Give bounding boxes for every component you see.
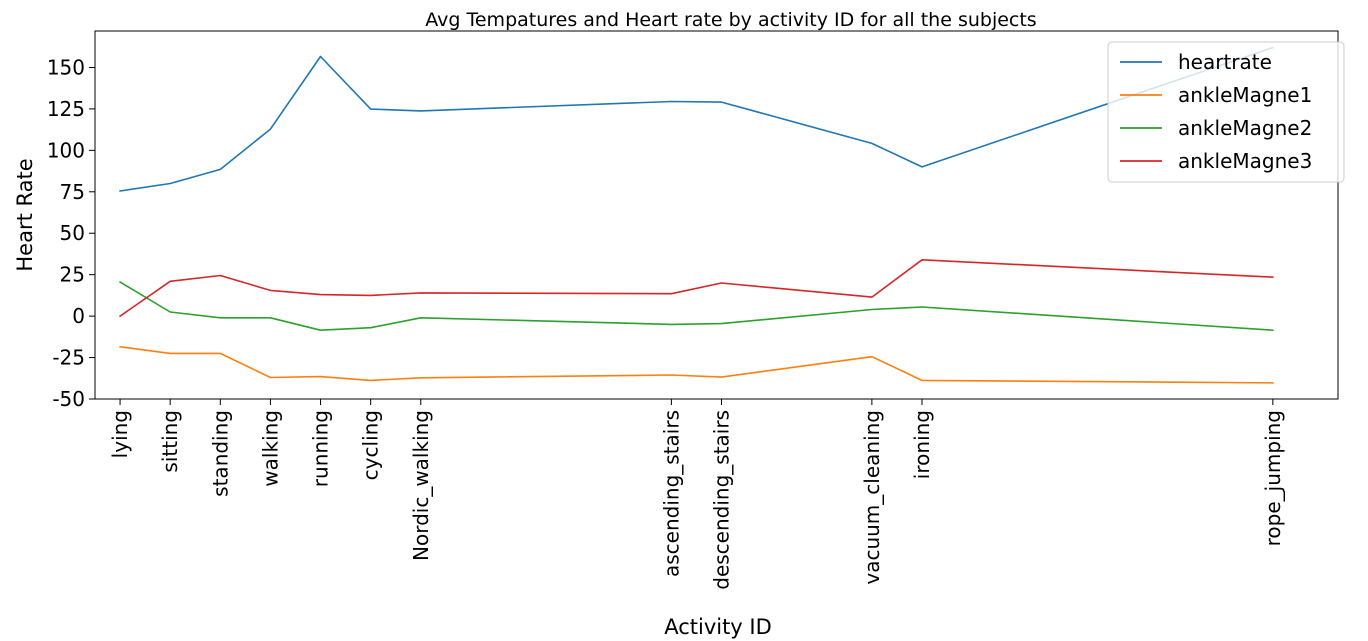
y-axis-title: Heart Rate [13, 158, 37, 271]
x-tick-label: vacuum_cleaning [860, 410, 884, 585]
x-tick-label: ascending_stairs [659, 410, 683, 577]
legend-label-ankleMagne3: ankleMagne3 [1178, 149, 1312, 173]
y-axis: -50 -25 0 25 50 75 100 125 150 [47, 55, 95, 411]
plot-frame [94, 30, 1339, 400]
legend: heartrate ankleMagne1 ankleMagne2 ankleMagn… [1107, 41, 1345, 183]
y-tick-label: 0 [72, 304, 85, 328]
legend-label-heartrate: heartrate [1178, 50, 1272, 74]
y-tick-label: -25 [52, 346, 85, 370]
x-tick-label: standing [208, 410, 232, 497]
x-tick-label: ironing [910, 410, 934, 479]
series-line-ankleMagne2 [119, 281, 1274, 332]
y-tick-label: -50 [52, 387, 85, 411]
series-line-ankleMagne1 [119, 345, 1274, 384]
legend-box [1107, 41, 1345, 183]
x-tick-label: rope_jumping [1261, 410, 1285, 546]
x-axis: lying sitting standing walking running cyclin… [108, 399, 1285, 590]
x-tick-label: cycling [359, 410, 383, 480]
y-tick-label: 25 [60, 263, 85, 287]
legend-label-ankleMagne2: ankleMagne2 [1178, 116, 1312, 140]
x-tick-label: Nordic_walking [409, 410, 433, 561]
series-line-ankleMagne3 [118, 258, 1274, 318]
y-tick-label: 100 [47, 138, 85, 162]
y-tick-label: 125 [47, 97, 85, 121]
legend-label-ankleMagne1: ankleMagne1 [1178, 83, 1312, 107]
x-tick-label: walking [258, 410, 282, 487]
y-tick-label: 150 [47, 55, 85, 79]
y-tick-label: 75 [60, 180, 85, 204]
series-lines [118, 46, 1274, 384]
chart-title: Avg Tempatures and Heart rate by activit… [425, 9, 1036, 31]
plot-area: -50 -25 0 25 50 75 100 125 150 lying sitting stand… [47, 30, 1339, 590]
y-tick-label: 50 [60, 221, 85, 245]
series-line-heartrate [119, 46, 1274, 192]
x-tick-label: sitting [158, 410, 182, 473]
x-axis-title: Activity ID [664, 615, 772, 639]
x-tick-label: running [309, 410, 333, 487]
x-tick-label: lying [108, 410, 132, 458]
x-tick-label: descending_stairs [710, 410, 734, 590]
